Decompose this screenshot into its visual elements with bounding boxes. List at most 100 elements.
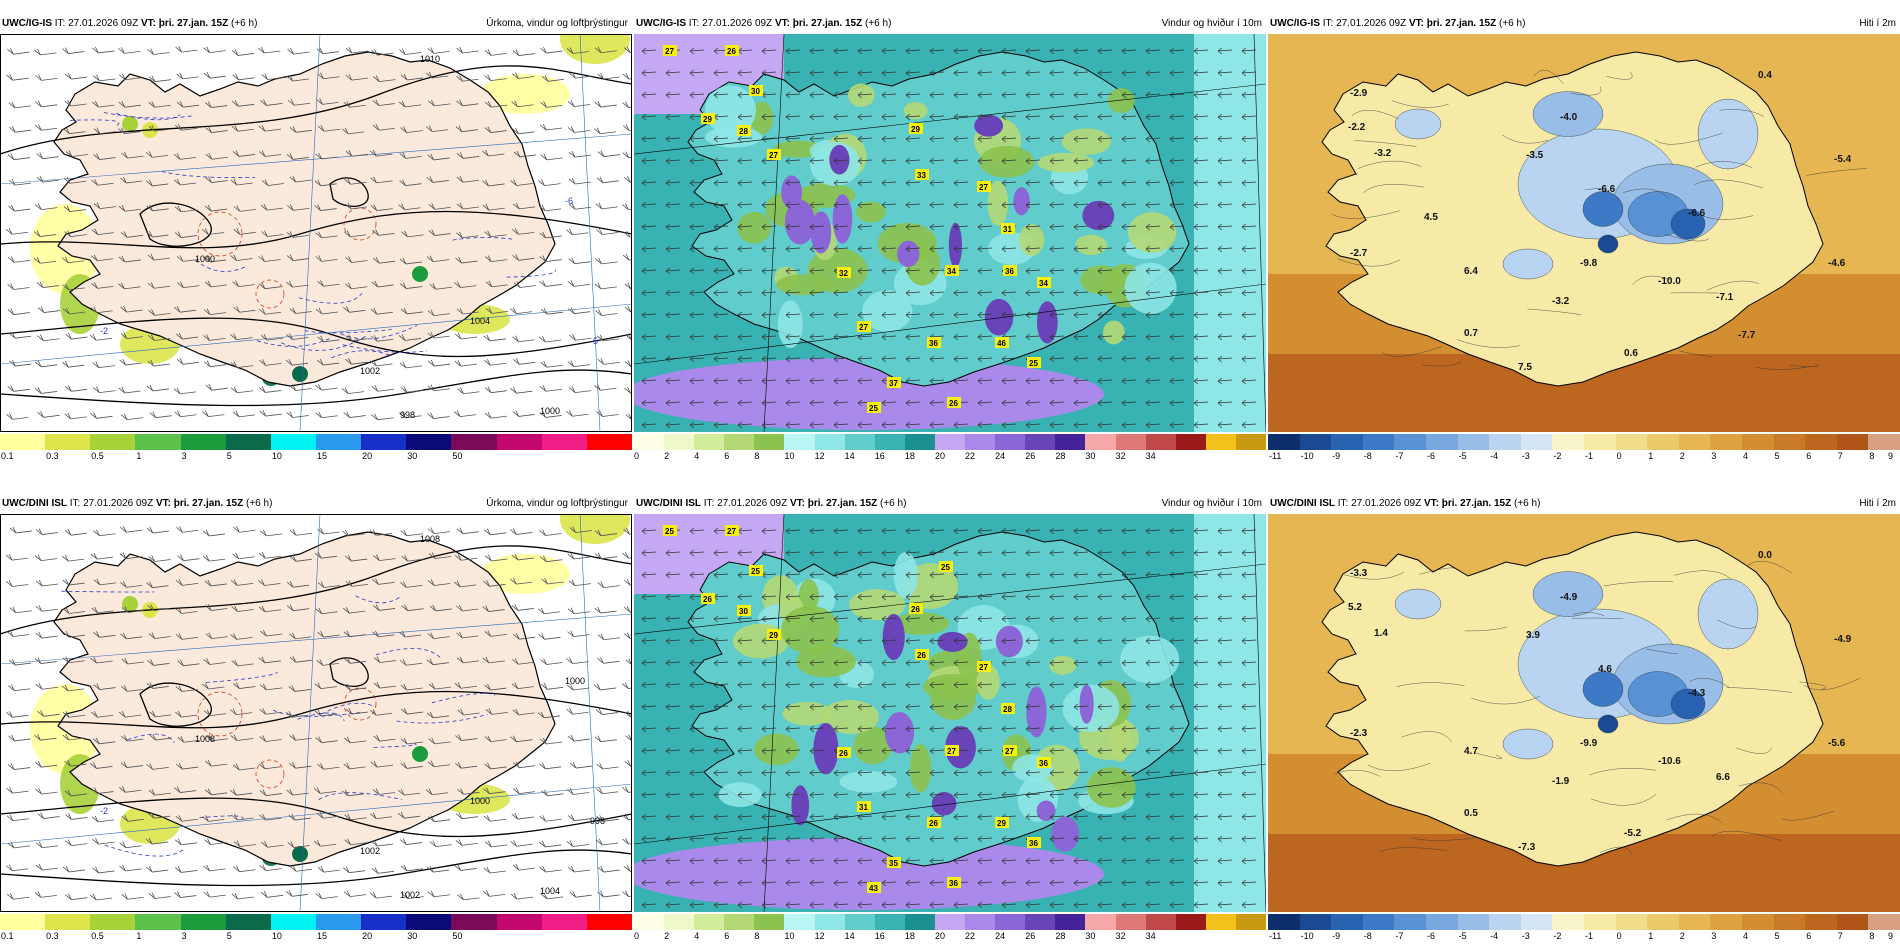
gust-label: 34 bbox=[947, 267, 956, 276]
colorbar-tick-label: 26 bbox=[1025, 451, 1036, 461]
isobar-label: 1010 bbox=[420, 54, 440, 64]
isobar-label: 1000 bbox=[195, 254, 215, 264]
map-canvas[interactable]: 27 26 30 29 28 27 29 33 27 31 36 34 32 36 27 37 25 46 34 26… bbox=[634, 34, 1266, 432]
isobars bbox=[0, 65, 632, 407]
map-temp[interactable]: 0.4 -2.9 -2.2 -3.2 -4.0 -3.5 -5.4 -6.6 -6.6 -2.7 6… bbox=[1268, 34, 1900, 432]
temp-area bbox=[1670, 688, 1706, 720]
colorbar-tick-label: 14 bbox=[844, 451, 855, 461]
isobar-label: 1004 bbox=[540, 886, 560, 896]
temperature-label: 1.4 bbox=[1374, 628, 1388, 639]
gust-label-bg bbox=[737, 605, 751, 616]
map-wind[interactable]: 27 26 30 29 28 27 29 33 27 31 36 34 32 36 27 37 25 46 34 26… bbox=[634, 34, 1266, 432]
colorbar-swatch bbox=[1175, 914, 1206, 930]
colorbar-tick-label: 2 bbox=[664, 451, 670, 461]
colorbar-swatches bbox=[1268, 434, 1900, 450]
gust-label-bg bbox=[767, 149, 781, 160]
gust-label-bg bbox=[725, 525, 739, 536]
wind-area bbox=[856, 201, 886, 223]
colorbar-swatch bbox=[694, 434, 725, 450]
colorbar-swatch bbox=[1836, 434, 1869, 450]
temperature-label: 4.5 bbox=[1424, 212, 1438, 223]
colorbar-swatch bbox=[965, 434, 996, 450]
wind-area bbox=[995, 625, 1023, 658]
init-time: 27.01.2026 09Z bbox=[717, 498, 788, 509]
colorbar: 0 2 4 6 8 10 12 14 16 18 20 22 24 26 28 30 32 34 bbox=[634, 434, 1266, 462]
gust-label-bg bbox=[857, 801, 871, 812]
valid-time: þri. 27.jan. 15Z bbox=[158, 18, 229, 29]
lat-lon-grid bbox=[634, 514, 1266, 912]
colorbar-swatch bbox=[1025, 434, 1056, 450]
colorbar-tick-label: 32 bbox=[1115, 451, 1126, 461]
colorbar-tick-label: 5 bbox=[226, 931, 232, 941]
temp-area bbox=[1394, 108, 1442, 140]
panel-title: Hiti í 2m bbox=[1859, 498, 1896, 509]
colorbar-swatch bbox=[1457, 914, 1490, 930]
panel-header: UWC/DINI ISL IT: 27.01.2026 09Z VT: þri.… bbox=[634, 494, 1266, 514]
temperature-label: 0.0 bbox=[1758, 550, 1772, 561]
colorbar-swatch bbox=[1773, 914, 1806, 930]
colorbar-swatches bbox=[634, 914, 1266, 930]
forecast-panel-precip: UWC/DINI ISL IT: 27.01.2026 09Z VT: þri.… bbox=[0, 494, 632, 942]
colorbar-swatch bbox=[315, 434, 362, 450]
colorbar-tick-label: 0.1 bbox=[1, 931, 14, 941]
colorbar-swatch bbox=[1235, 434, 1266, 450]
map-canvas[interactable]: 0.4 -2.9 -2.2 -3.2 -4.0 -3.5 -5.4 -6.6 -6.6 -2.7 6… bbox=[1268, 34, 1900, 432]
colorbar-swatch bbox=[406, 914, 452, 930]
colorbar-tick-label: 6 bbox=[724, 451, 730, 461]
panel-title: Hiti í 2m bbox=[1859, 18, 1896, 29]
vt-label: VT: bbox=[789, 498, 805, 509]
map-canvas[interactable]: 0.0 -3.3 5.2 1.4 -4.9 3.9 -4.9 4.6 -4.3 -2.3 4.7 -9… bbox=[1268, 514, 1900, 912]
vt-label: VT: bbox=[774, 18, 790, 29]
wind-area bbox=[810, 211, 832, 254]
vt-label: VT: bbox=[155, 498, 171, 509]
colorbar-tick-label: -9 bbox=[1332, 931, 1341, 941]
vt-label: VT: bbox=[140, 18, 156, 29]
init-time: 27.01.2026 09Z bbox=[83, 498, 154, 509]
wind-area bbox=[978, 145, 1035, 178]
wind-area bbox=[782, 701, 832, 726]
gust-label: 29 bbox=[911, 125, 920, 134]
it-label: IT: bbox=[1337, 498, 1349, 509]
wind-area bbox=[897, 240, 920, 268]
colorbar-swatch bbox=[965, 914, 996, 930]
wind-area bbox=[813, 723, 839, 775]
wind-area bbox=[634, 838, 1104, 910]
gust-label-bg bbox=[1027, 357, 1041, 368]
colorbar-tick-label: 12 bbox=[814, 451, 825, 461]
colorbar-swatch bbox=[634, 914, 665, 930]
wind-area bbox=[987, 180, 1009, 226]
map-wind[interactable]: 25 27 25 26 30 29 26 26 27 28 27 27 26 26 31 35 36 29 36 36… bbox=[634, 514, 1266, 912]
colorbar-tick-label: 20 bbox=[362, 451, 373, 461]
valid-time: þri. 27.jan. 15Z bbox=[792, 18, 863, 29]
temperature-label: -6.6 bbox=[1688, 208, 1706, 219]
wind-area bbox=[777, 300, 803, 349]
colorbar-tick-label: 0.1 bbox=[1, 451, 14, 461]
colorbar-swatch bbox=[844, 914, 875, 930]
map-precip[interactable]: 1010 1000 1004 1002 1000 998 -6 -5 -2 bbox=[0, 34, 632, 432]
isobar-label: 1000 bbox=[540, 406, 560, 416]
gust-label-bg bbox=[995, 817, 1009, 828]
valid-time: þri. 27.jan. 15Z bbox=[807, 498, 878, 509]
panel-header: UWC/DINI ISL IT: 27.01.2026 09Z VT: þri.… bbox=[0, 494, 632, 514]
map-canvas[interactable]: 1008 1008 1000 1002 1004 1002 1000 998 -2 bbox=[0, 514, 632, 912]
isobar-label: 1000 bbox=[470, 796, 490, 806]
map-canvas[interactable]: 1010 1000 1004 1002 1000 998 -6 -5 -2 bbox=[0, 34, 632, 432]
colorbar-tick-label: 30 bbox=[407, 451, 418, 461]
gust-label: 25 bbox=[1029, 359, 1038, 368]
colorbar-ticks: 0 2 4 6 8 10 12 14 16 18 20 22 24 26 28 30 32 34 bbox=[634, 931, 1266, 942]
map-temp[interactable]: 0.0 -3.3 5.2 1.4 -4.9 3.9 -4.9 4.6 -4.3 -2.3 4.7 -9… bbox=[1268, 514, 1900, 912]
wind-area bbox=[1087, 767, 1136, 808]
temperature-label: -2.7 bbox=[1350, 248, 1368, 259]
colorbar-swatch bbox=[694, 914, 725, 930]
colorbar-swatch bbox=[934, 434, 966, 450]
colorbar-tick-label: 0.5 bbox=[91, 931, 104, 941]
map-canvas[interactable]: 25 27 25 26 30 29 26 26 27 28 27 27 26 26 31 35 36 29 36 36… bbox=[634, 514, 1266, 912]
gust-label-bg bbox=[915, 169, 929, 180]
colorbar-swatch bbox=[1205, 914, 1236, 930]
panel-title: Vindur og hviður í 10m bbox=[1161, 498, 1262, 509]
gust-label-bg bbox=[887, 377, 901, 388]
wind-area bbox=[882, 613, 905, 661]
isobars bbox=[0, 545, 632, 887]
wind-area bbox=[634, 358, 1104, 430]
map-precip[interactable]: 1008 1008 1000 1002 1004 1002 1000 998 -2 bbox=[0, 514, 632, 912]
